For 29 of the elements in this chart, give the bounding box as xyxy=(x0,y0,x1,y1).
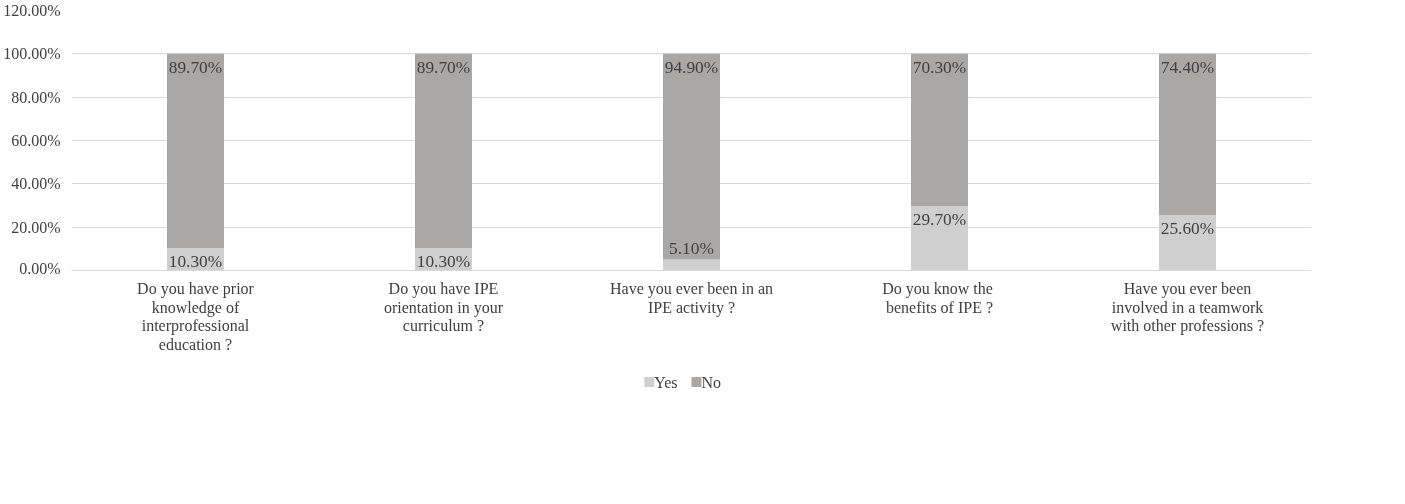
bar xyxy=(662,53,721,260)
data-label: 74.40% xyxy=(1160,57,1215,77)
y-tick-label: 120.00% xyxy=(3,2,61,19)
y-tick-label: 80.00% xyxy=(11,88,61,106)
x-tick-label: Do you have IPE orientation in your curriculum ? xyxy=(383,280,504,335)
x-tick-label: Do you have prior knowledge of interprofessional education ? xyxy=(137,280,255,354)
y-tick-label: 60.00% xyxy=(11,132,61,149)
legend-label: Yes xyxy=(654,373,678,391)
data-label: 5.10% xyxy=(669,239,714,259)
data-label: 89.70% xyxy=(168,57,223,77)
legend-label: No xyxy=(701,373,721,391)
data-label: 10.30% xyxy=(168,252,223,272)
y-tick-label: 20.00% xyxy=(11,218,61,236)
data-label: 89.70% xyxy=(416,57,471,77)
bar xyxy=(414,53,473,249)
y-tick-label: 0.00% xyxy=(19,259,61,277)
data-label: 29.70% xyxy=(912,210,967,230)
x-tick-label: Have you ever been involved in a teamwork with other professions ? xyxy=(1110,280,1265,336)
bar xyxy=(910,53,969,207)
x-tick-label: Do you know the benefits of IPE ? xyxy=(882,280,994,316)
data-label: 25.60% xyxy=(1160,219,1215,239)
y-tick-label: 40.00% xyxy=(11,175,61,193)
y-tick-label: 100.00% xyxy=(3,45,61,63)
x-tick-label: Have you ever been in an IPE activity ? xyxy=(609,280,774,317)
data-label: 70.30% xyxy=(912,57,967,77)
bar xyxy=(1158,53,1217,216)
data-label: 10.30% xyxy=(416,252,471,272)
data-label: 94.90% xyxy=(664,57,719,77)
bar xyxy=(166,53,225,249)
